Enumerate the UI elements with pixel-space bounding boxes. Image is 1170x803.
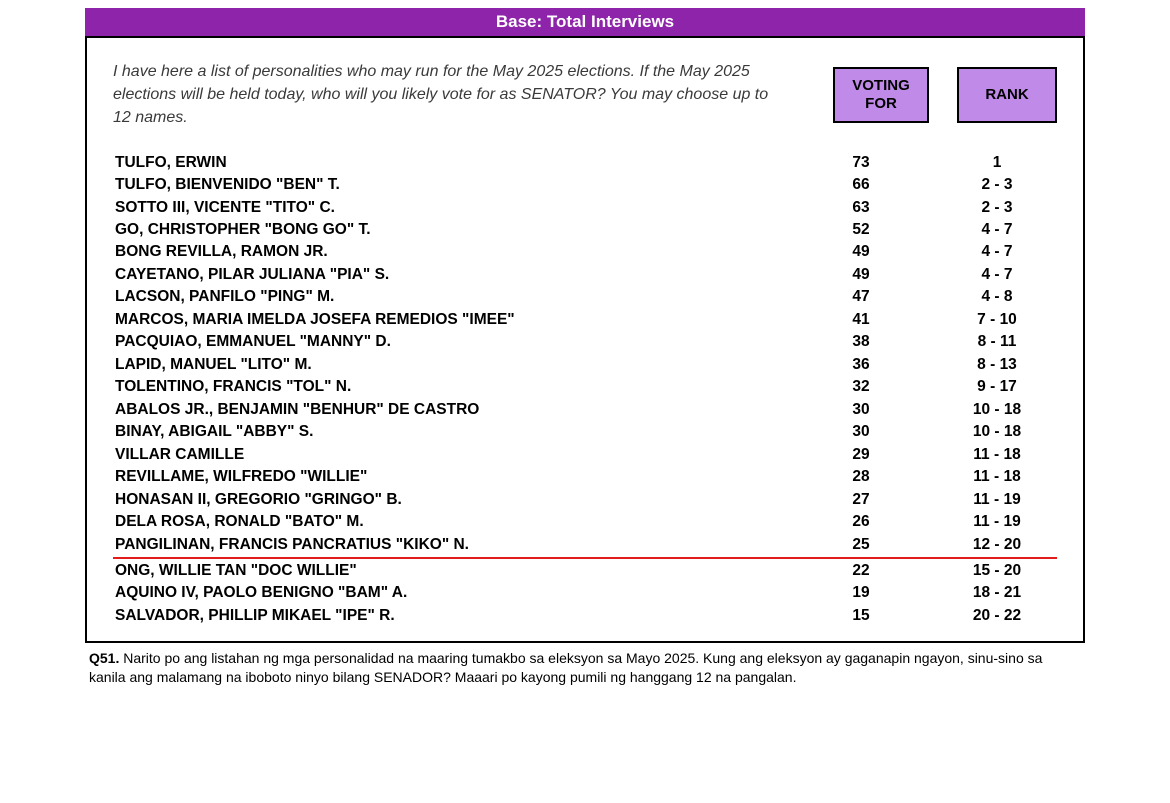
table-row: MARCOS, MARIA IMELDA JOSEFA REMEDIOS "IM… bbox=[113, 309, 1057, 331]
voting-value: 63 bbox=[813, 197, 909, 219]
candidate-name: PANGILINAN, FRANCIS PANCRATIUS "KIKO" N. bbox=[113, 534, 813, 556]
candidate-name: ONG, WILLIE TAN "DOC WILLIE" bbox=[113, 560, 813, 582]
column-headers: VOTING FOR RANK bbox=[833, 67, 1057, 123]
candidate-name: MARCOS, MARIA IMELDA JOSEFA REMEDIOS "IM… bbox=[113, 309, 813, 331]
candidate-name: BONG REVILLA, RAMON JR. bbox=[113, 241, 813, 263]
candidate-name: SALVADOR, PHILLIP MIKAEL "IPE" R. bbox=[113, 605, 813, 627]
rank-value: 11 - 18 bbox=[937, 466, 1057, 488]
rank-value: 4 - 7 bbox=[937, 219, 1057, 241]
table-row: BONG REVILLA, RAMON JR.49 4 - 7 bbox=[113, 241, 1057, 263]
voting-value: 19 bbox=[813, 582, 909, 604]
candidate-name: AQUINO IV, PAOLO BENIGNO "BAM" A. bbox=[113, 582, 813, 604]
highlight-underline bbox=[113, 557, 1057, 559]
voting-value: 52 bbox=[813, 219, 909, 241]
candidate-name: SOTTO III, VICENTE "TITO" C. bbox=[113, 197, 813, 219]
data-table: TULFO, ERWIN731TULFO, BIENVENIDO "BEN" T… bbox=[113, 152, 1057, 628]
rank-value: 10 - 18 bbox=[937, 399, 1057, 421]
table-row: PANGILINAN, FRANCIS PANCRATIUS "KIKO" N.… bbox=[113, 534, 1057, 556]
voting-value: 22 bbox=[813, 560, 909, 582]
rank-value: 2 - 3 bbox=[937, 197, 1057, 219]
rank-value: 20 - 22 bbox=[937, 605, 1057, 627]
table-row: TULFO, ERWIN73 1 bbox=[113, 152, 1057, 174]
rank-value: 9 - 17 bbox=[937, 376, 1057, 398]
rank-value: 4 - 7 bbox=[937, 264, 1057, 286]
voting-value: 49 bbox=[813, 241, 909, 263]
candidate-name: GO, CHRISTOPHER "BONG GO" T. bbox=[113, 219, 813, 241]
footnote-label: Q51. bbox=[89, 650, 119, 666]
table-row: REVILLAME, WILFREDO "WILLIE"28 11 - 18 bbox=[113, 466, 1057, 488]
rank-value: 8 - 11 bbox=[937, 331, 1057, 353]
table-row: TOLENTINO, FRANCIS "TOL" N.32 9 - 17 bbox=[113, 376, 1057, 398]
table-row: BINAY, ABIGAIL "ABBY" S.30 10 - 18 bbox=[113, 421, 1057, 443]
candidate-name: LACSON, PANFILO "PING" M. bbox=[113, 286, 813, 308]
candidate-name: VILLAR CAMILLE bbox=[113, 444, 813, 466]
table-row: LAPID, MANUEL "LITO" M.36 8 - 13 bbox=[113, 354, 1057, 376]
table-row: ONG, WILLIE TAN "DOC WILLIE"22 15 - 20 bbox=[113, 560, 1057, 582]
voting-value: 27 bbox=[813, 489, 909, 511]
voting-value: 73 bbox=[813, 152, 909, 174]
rank-value: 4 - 8 bbox=[937, 286, 1057, 308]
voting-value: 49 bbox=[813, 264, 909, 286]
voting-value: 41 bbox=[813, 309, 909, 331]
table-row: LACSON, PANFILO "PING" M.47 4 - 8 bbox=[113, 286, 1057, 308]
candidate-name: TOLENTINO, FRANCIS "TOL" N. bbox=[113, 376, 813, 398]
header-voting-for: VOTING FOR bbox=[833, 67, 929, 123]
rank-value: 12 - 20 bbox=[937, 534, 1057, 556]
candidate-name: ABALOS JR., BENJAMIN "BENHUR" DE CASTRO bbox=[113, 399, 813, 421]
rank-value: 4 - 7 bbox=[937, 241, 1057, 263]
rank-value: 11 - 19 bbox=[937, 511, 1057, 533]
candidate-name: HONASAN II, GREGORIO "GRINGO" B. bbox=[113, 489, 813, 511]
table-row: SALVADOR, PHILLIP MIKAEL "IPE" R.15 20 - … bbox=[113, 605, 1057, 627]
footnote: Q51. Narito po ang listahan ng mga perso… bbox=[85, 643, 1085, 705]
table-row: AQUINO IV, PAOLO BENIGNO "BAM" A.19 18 - … bbox=[113, 582, 1057, 604]
rank-value: 10 - 18 bbox=[937, 421, 1057, 443]
footnote-text: Narito po ang listahan ng mga personalid… bbox=[89, 650, 1042, 685]
header-row: I have here a list of personalities who … bbox=[113, 60, 1057, 130]
title-bar: Base: Total Interviews bbox=[85, 8, 1085, 36]
table-row: GO, CHRISTOPHER "BONG GO" T.52 4 - 7 bbox=[113, 219, 1057, 241]
rank-value: 8 - 13 bbox=[937, 354, 1057, 376]
rank-value: 1 bbox=[937, 152, 1057, 174]
table-row: ABALOS JR., BENJAMIN "BENHUR" DE CASTRO3… bbox=[113, 399, 1057, 421]
table-row: HONASAN II, GREGORIO "GRINGO" B.27 11 - 1… bbox=[113, 489, 1057, 511]
table-row: CAYETANO, PILAR JULIANA "PIA" S.49 4 - 7 bbox=[113, 264, 1057, 286]
candidate-name: BINAY, ABIGAIL "ABBY" S. bbox=[113, 421, 813, 443]
table-row: VILLAR CAMILLE29 11 - 18 bbox=[113, 444, 1057, 466]
candidate-name: LAPID, MANUEL "LITO" M. bbox=[113, 354, 813, 376]
voting-value: 26 bbox=[813, 511, 909, 533]
voting-value: 30 bbox=[813, 399, 909, 421]
candidate-name: TULFO, ERWIN bbox=[113, 152, 813, 174]
header-rank: RANK bbox=[957, 67, 1057, 123]
question-text: I have here a list of personalities who … bbox=[113, 60, 803, 130]
candidate-name: REVILLAME, WILFREDO "WILLIE" bbox=[113, 466, 813, 488]
voting-value: 38 bbox=[813, 331, 909, 353]
candidate-name: PACQUIAO, EMMANUEL "MANNY" D. bbox=[113, 331, 813, 353]
table-row: PACQUIAO, EMMANUEL "MANNY" D.38 8 - 11 bbox=[113, 331, 1057, 353]
candidate-name: CAYETANO, PILAR JULIANA "PIA" S. bbox=[113, 264, 813, 286]
voting-value: 28 bbox=[813, 466, 909, 488]
voting-value: 32 bbox=[813, 376, 909, 398]
table-row: DELA ROSA, RONALD "BATO" M.26 11 - 19 bbox=[113, 511, 1057, 533]
rank-value: 2 - 3 bbox=[937, 174, 1057, 196]
table-row: SOTTO III, VICENTE "TITO" C.63 2 - 3 bbox=[113, 197, 1057, 219]
voting-value: 47 bbox=[813, 286, 909, 308]
rank-value: 7 - 10 bbox=[937, 309, 1057, 331]
voting-value: 15 bbox=[813, 605, 909, 627]
voting-value: 25 bbox=[813, 534, 909, 556]
voting-value: 29 bbox=[813, 444, 909, 466]
candidate-name: TULFO, BIENVENIDO "BEN" T. bbox=[113, 174, 813, 196]
voting-value: 30 bbox=[813, 421, 909, 443]
rank-value: 15 - 20 bbox=[937, 560, 1057, 582]
table-frame: I have here a list of personalities who … bbox=[85, 36, 1085, 643]
candidate-name: DELA ROSA, RONALD "BATO" M. bbox=[113, 511, 813, 533]
rank-value: 11 - 18 bbox=[937, 444, 1057, 466]
table-row: TULFO, BIENVENIDO "BEN" T.66 2 - 3 bbox=[113, 174, 1057, 196]
voting-value: 36 bbox=[813, 354, 909, 376]
rank-value: 11 - 19 bbox=[937, 489, 1057, 511]
voting-value: 66 bbox=[813, 174, 909, 196]
rank-value: 18 - 21 bbox=[937, 582, 1057, 604]
survey-table-container: Base: Total Interviews I have here a lis… bbox=[85, 0, 1085, 643]
